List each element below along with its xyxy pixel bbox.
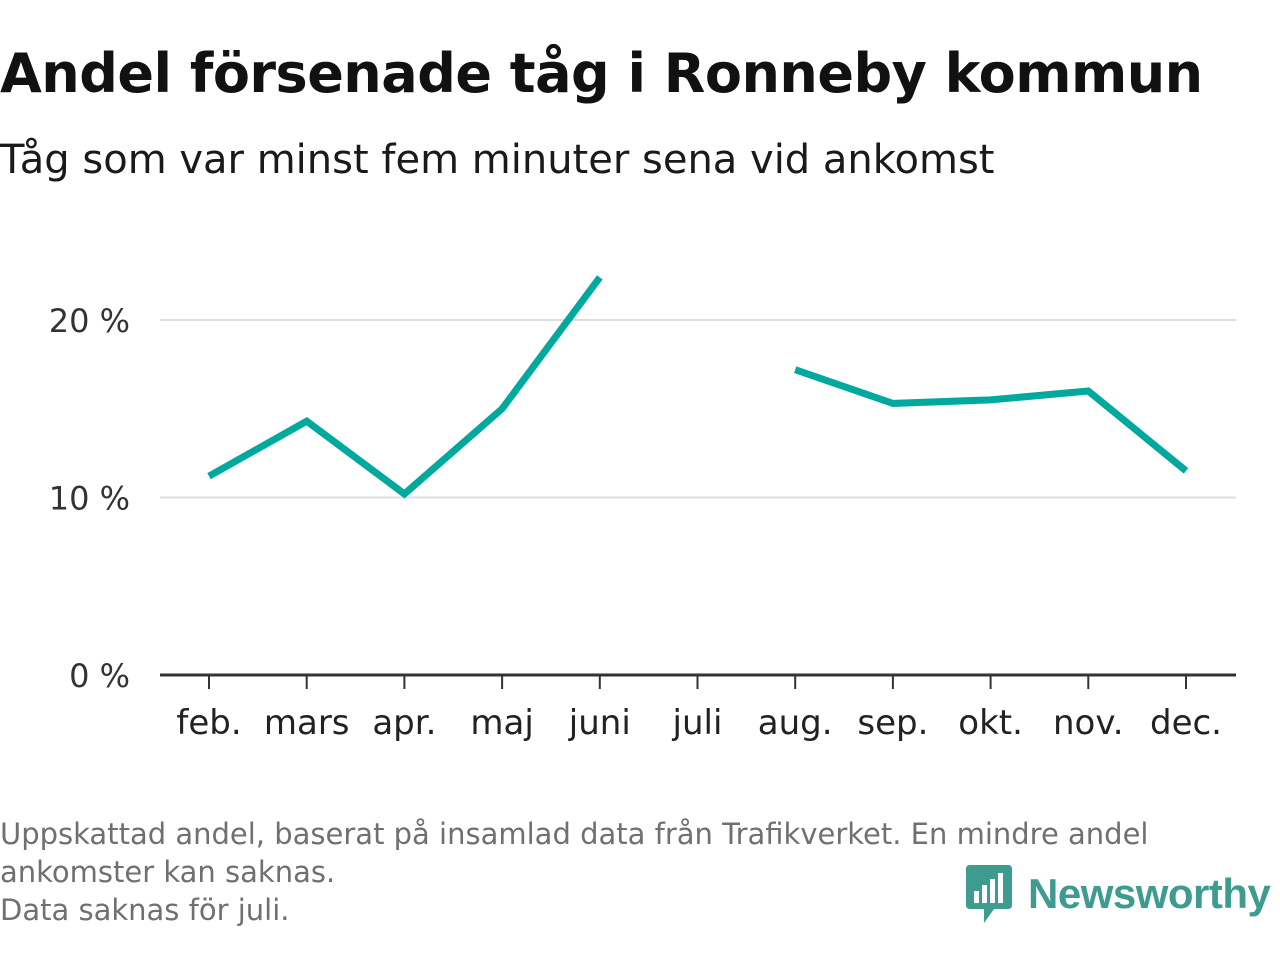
brand-name: Newsworthy <box>1028 870 1271 917</box>
y-tick-label: 10 % <box>49 480 130 518</box>
x-tick-label: feb. <box>176 703 241 743</box>
chart-subtitle: Tåg som var minst fem minuter sena vid a… <box>0 137 995 183</box>
line-chart: 0 % 10 % 20 % feb. mars apr. maj juni juli aug. se… <box>49 275 1236 743</box>
footnote-line-2: ankomster kan saknas. <box>0 855 336 889</box>
series-line-segment-1 <box>207 275 603 499</box>
x-tick-label: sep. <box>857 703 928 743</box>
brand-logo: Newsworthy <box>964 862 1280 926</box>
x-tick-label: nov. <box>1053 703 1124 743</box>
x-tick-label: dec. <box>1150 703 1222 743</box>
x-tick-label: maj <box>470 703 533 743</box>
x-tick-label: mars <box>264 703 350 743</box>
x-tick-label: apr. <box>372 703 436 743</box>
chart-title: Andel försenade tåg i Ronneby kommun <box>0 42 1203 105</box>
footnote-line-1: Uppskattad andel, baserat på insamlad da… <box>0 817 1149 851</box>
footnote: Uppskattad andel, baserat på insamlad da… <box>0 815 1270 929</box>
footnote-line-3: Data saknas för juli. <box>0 893 290 927</box>
x-tick-label: juni <box>568 703 631 743</box>
newsworthy-logo-icon <box>966 865 1012 923</box>
x-tick-label: aug. <box>758 703 833 743</box>
y-tick-label: 0 % <box>69 657 130 695</box>
y-tick-label: 20 % <box>49 302 130 340</box>
series-line-segment-2 <box>794 366 1189 474</box>
x-tick-label: okt. <box>958 703 1023 743</box>
x-tick-label: juli <box>672 703 723 743</box>
